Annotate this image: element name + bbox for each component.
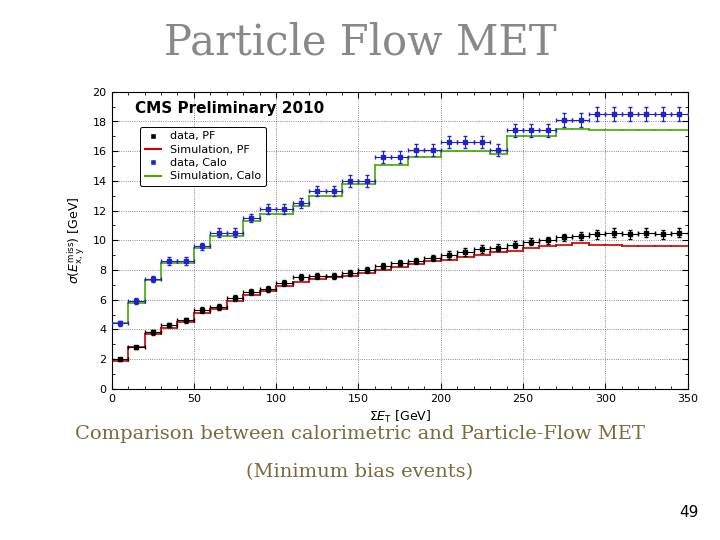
Y-axis label: $\sigma(E_{\mathrm{x,y}}^{\mathrm{miss}})$ [GeV]: $\sigma(E_{\mathrm{x,y}}^{\mathrm{miss}}… [66, 197, 87, 284]
Text: (Minimum bias events): (Minimum bias events) [246, 463, 474, 481]
Legend: data, PF, Simulation, PF, data, Calo, Simulation, Calo: data, PF, Simulation, PF, data, Calo, Si… [140, 127, 266, 186]
Text: Particle Flow MET: Particle Flow MET [163, 22, 557, 63]
X-axis label: $\Sigma E_{\mathrm{T}}$ [GeV]: $\Sigma E_{\mathrm{T}}$ [GeV] [369, 409, 431, 426]
Text: 49: 49 [679, 505, 698, 520]
Text: Comparison between calorimetric and Particle-Flow MET: Comparison between calorimetric and Part… [75, 426, 645, 443]
Text: CMS Preliminary 2010: CMS Preliminary 2010 [135, 100, 324, 116]
